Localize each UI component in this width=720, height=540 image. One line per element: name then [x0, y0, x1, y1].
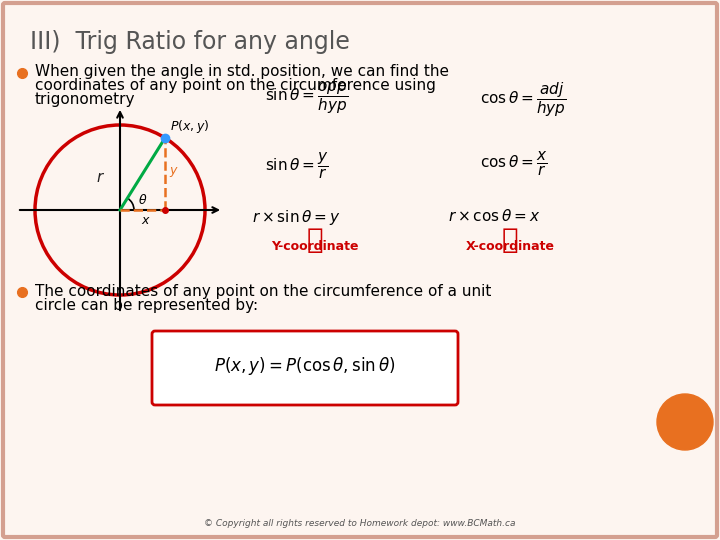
Text: © Copyright all rights reserved to Homework depot: www.BCMath.ca: © Copyright all rights reserved to Homew… — [204, 519, 516, 528]
Text: ⏟: ⏟ — [502, 226, 518, 254]
Text: ⏟: ⏟ — [307, 226, 323, 254]
Text: When given the angle in std. position, we can find the: When given the angle in std. position, w… — [35, 64, 449, 79]
Text: $\sin\theta = \dfrac{opp}{hyp}$: $\sin\theta = \dfrac{opp}{hyp}$ — [265, 80, 348, 116]
Text: $\cos\theta = \dfrac{adj}{hyp}$: $\cos\theta = \dfrac{adj}{hyp}$ — [480, 80, 567, 119]
Text: $\cos\theta = \dfrac{x}{r}$: $\cos\theta = \dfrac{x}{r}$ — [480, 150, 547, 178]
FancyBboxPatch shape — [152, 331, 458, 405]
Circle shape — [657, 394, 713, 450]
Text: $y$: $y$ — [169, 165, 179, 179]
Text: trigonometry: trigonometry — [35, 92, 135, 107]
FancyBboxPatch shape — [3, 3, 717, 537]
Text: $r$: $r$ — [96, 170, 105, 185]
Text: The coordinates of any point on the circumference of a unit: The coordinates of any point on the circ… — [35, 284, 491, 299]
Text: $x$: $x$ — [140, 214, 150, 227]
Text: $r \times \sin\theta = y$: $r \times \sin\theta = y$ — [252, 208, 341, 227]
Text: $r \times \cos\theta = x$: $r \times \cos\theta = x$ — [448, 208, 540, 224]
Text: Y-coordinate: Y-coordinate — [271, 240, 359, 253]
Text: III)  Trig Ratio for any angle: III) Trig Ratio for any angle — [30, 30, 350, 54]
Text: $\theta$: $\theta$ — [138, 193, 148, 207]
Text: circle can be represented by:: circle can be represented by: — [35, 298, 258, 313]
Text: X-coordinate: X-coordinate — [466, 240, 554, 253]
Text: $\sin\theta = \dfrac{y}{r}$: $\sin\theta = \dfrac{y}{r}$ — [265, 150, 328, 181]
Text: $P(x,y) = P(\cos\theta, \sin\theta)$: $P(x,y) = P(\cos\theta, \sin\theta)$ — [215, 355, 395, 377]
Text: coordinates of any point on the circumference using: coordinates of any point on the circumfe… — [35, 78, 436, 93]
Text: $P(x, y)$: $P(x, y)$ — [170, 118, 210, 135]
